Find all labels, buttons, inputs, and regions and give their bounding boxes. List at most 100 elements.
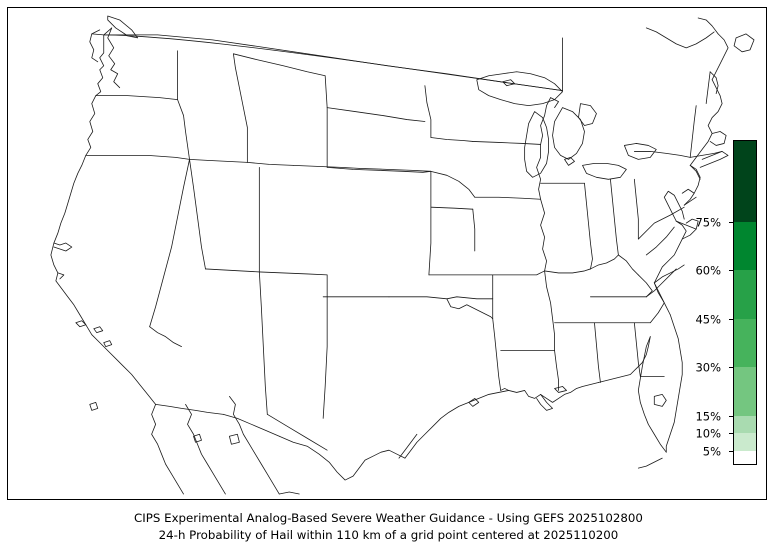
us-mexico-border-arizona bbox=[223, 413, 280, 437]
border-vt-nh bbox=[705, 71, 711, 105]
border-al-ga bbox=[633, 322, 641, 377]
baja-island-3 bbox=[229, 433, 240, 445]
lake-huron bbox=[552, 107, 585, 160]
border-nv-az bbox=[149, 326, 182, 348]
colorbar-label-5: 5% bbox=[702, 444, 721, 459]
border-il-ky bbox=[544, 268, 591, 274]
colorbar-tick-5: 5% bbox=[703, 446, 734, 457]
border-ky-va-wv bbox=[637, 274, 653, 298]
border-nd-mn bbox=[424, 85, 432, 138]
new-jersey-coast bbox=[689, 164, 701, 194]
mississippi-delta bbox=[536, 394, 553, 411]
border-sc-nc bbox=[653, 264, 685, 284]
border-tx-ar-la bbox=[492, 318, 502, 391]
georgian-bay bbox=[578, 103, 597, 126]
st-lawrence bbox=[645, 27, 715, 49]
oregon-coast bbox=[85, 95, 97, 156]
caption-line-1: CIPS Experimental Analog-Based Severe We… bbox=[134, 511, 643, 525]
border-in-ky bbox=[590, 254, 619, 270]
colorbar-band-0-5 bbox=[734, 451, 756, 464]
colorbar-tick-75: 75% bbox=[695, 217, 734, 228]
border-co-ks bbox=[428, 170, 432, 276]
florida-peninsula-west bbox=[637, 336, 667, 453]
border-il-in bbox=[584, 182, 593, 270]
louisiana-coast bbox=[508, 382, 599, 403]
border-oh-wv-ky bbox=[617, 254, 639, 276]
border-ia-mn bbox=[472, 141, 541, 145]
us-canada-border bbox=[103, 34, 563, 92]
border-oh-pa bbox=[633, 178, 639, 240]
colorbar-band-60-75 bbox=[734, 222, 756, 270]
border-la-ms bbox=[554, 350, 559, 391]
border-nd-sd bbox=[326, 107, 426, 122]
colorbar-label-45: 45% bbox=[695, 312, 721, 327]
border-or-id bbox=[177, 99, 190, 160]
colorbar-label-60: 60% bbox=[695, 263, 721, 278]
border-ok-tx-north bbox=[388, 296, 494, 300]
border-va-wv bbox=[645, 226, 675, 256]
border-ny-vt-ma bbox=[689, 105, 697, 158]
border-sd-mn-ia bbox=[430, 137, 474, 142]
conus-map-svg bbox=[50, 15, 755, 495]
vancouver-island bbox=[107, 15, 139, 39]
baja-california-west bbox=[151, 403, 184, 495]
border-ia-il-mississippi bbox=[536, 144, 541, 200]
carolina-coast bbox=[653, 220, 687, 284]
border-md-de bbox=[683, 196, 697, 206]
border-nc-tn bbox=[645, 268, 677, 298]
border-wi-mi-up bbox=[550, 97, 559, 108]
colorbar-band-75-100 bbox=[734, 141, 756, 222]
map-outlines bbox=[50, 15, 755, 495]
border-nc-va bbox=[675, 220, 697, 230]
channel-islands-1 bbox=[75, 320, 87, 328]
us-mexico-border-west bbox=[155, 403, 224, 415]
lake-superior bbox=[476, 71, 563, 107]
texas-gulf-coast bbox=[404, 390, 510, 459]
border-pa-ny bbox=[633, 151, 691, 158]
border-co-ks-ne bbox=[358, 167, 432, 172]
lake-ontario bbox=[623, 143, 657, 160]
colorbar-label-30: 30% bbox=[695, 360, 721, 375]
northern-border-49 bbox=[103, 34, 563, 92]
strait-juan-de-fuca bbox=[91, 27, 113, 36]
border-wy-co-ne bbox=[292, 164, 360, 169]
colorbar-band-10-15 bbox=[734, 416, 756, 433]
florida-keys bbox=[637, 457, 663, 469]
lake-pontchartrain bbox=[554, 386, 567, 393]
border-nv-ca bbox=[149, 158, 190, 328]
nova-scotia bbox=[733, 33, 755, 53]
maine-coast bbox=[711, 33, 729, 81]
padre-island bbox=[398, 433, 418, 459]
mexico-coast-mainland bbox=[278, 491, 300, 495]
border-ne-ia-mo bbox=[430, 170, 476, 198]
border-ga-sc bbox=[649, 282, 665, 324]
lake-erie bbox=[582, 162, 627, 180]
border-mo-ar bbox=[492, 270, 545, 276]
colorbar-band-5-10 bbox=[734, 433, 756, 451]
border-ne-ks bbox=[430, 206, 474, 210]
us-mexico-border-rio-grande bbox=[278, 435, 406, 481]
gulf-of-california-coast bbox=[229, 396, 280, 495]
lake-superior-isle-royale bbox=[502, 79, 516, 87]
border-sd-ne bbox=[326, 166, 432, 173]
florida-peninsula-east bbox=[665, 314, 683, 453]
border-in-oh bbox=[610, 178, 619, 256]
colorbar-band-15-30 bbox=[734, 367, 756, 416]
new-england-coast bbox=[689, 79, 723, 166]
conus-map-panel bbox=[7, 7, 767, 500]
border-nh-me bbox=[709, 71, 719, 95]
mexico-interior-border bbox=[266, 413, 328, 451]
colorbar-band-45-60 bbox=[734, 270, 756, 319]
caption-line-2: 24-h Probability of Hail within 110 km o… bbox=[158, 528, 619, 542]
border-nj-ny bbox=[689, 164, 701, 180]
colorbar-tick-15: 15% bbox=[695, 411, 734, 422]
baja-island-1 bbox=[89, 401, 99, 411]
colorbar-tick-60: 60% bbox=[695, 265, 734, 276]
border-nm-tx bbox=[322, 274, 328, 419]
border-pa-md-wv bbox=[637, 206, 685, 240]
chesapeake-bay bbox=[663, 190, 685, 222]
san-francisco-bay bbox=[53, 242, 73, 252]
border-tx-ok-redriver bbox=[446, 298, 494, 320]
border-tx-la bbox=[500, 388, 510, 391]
